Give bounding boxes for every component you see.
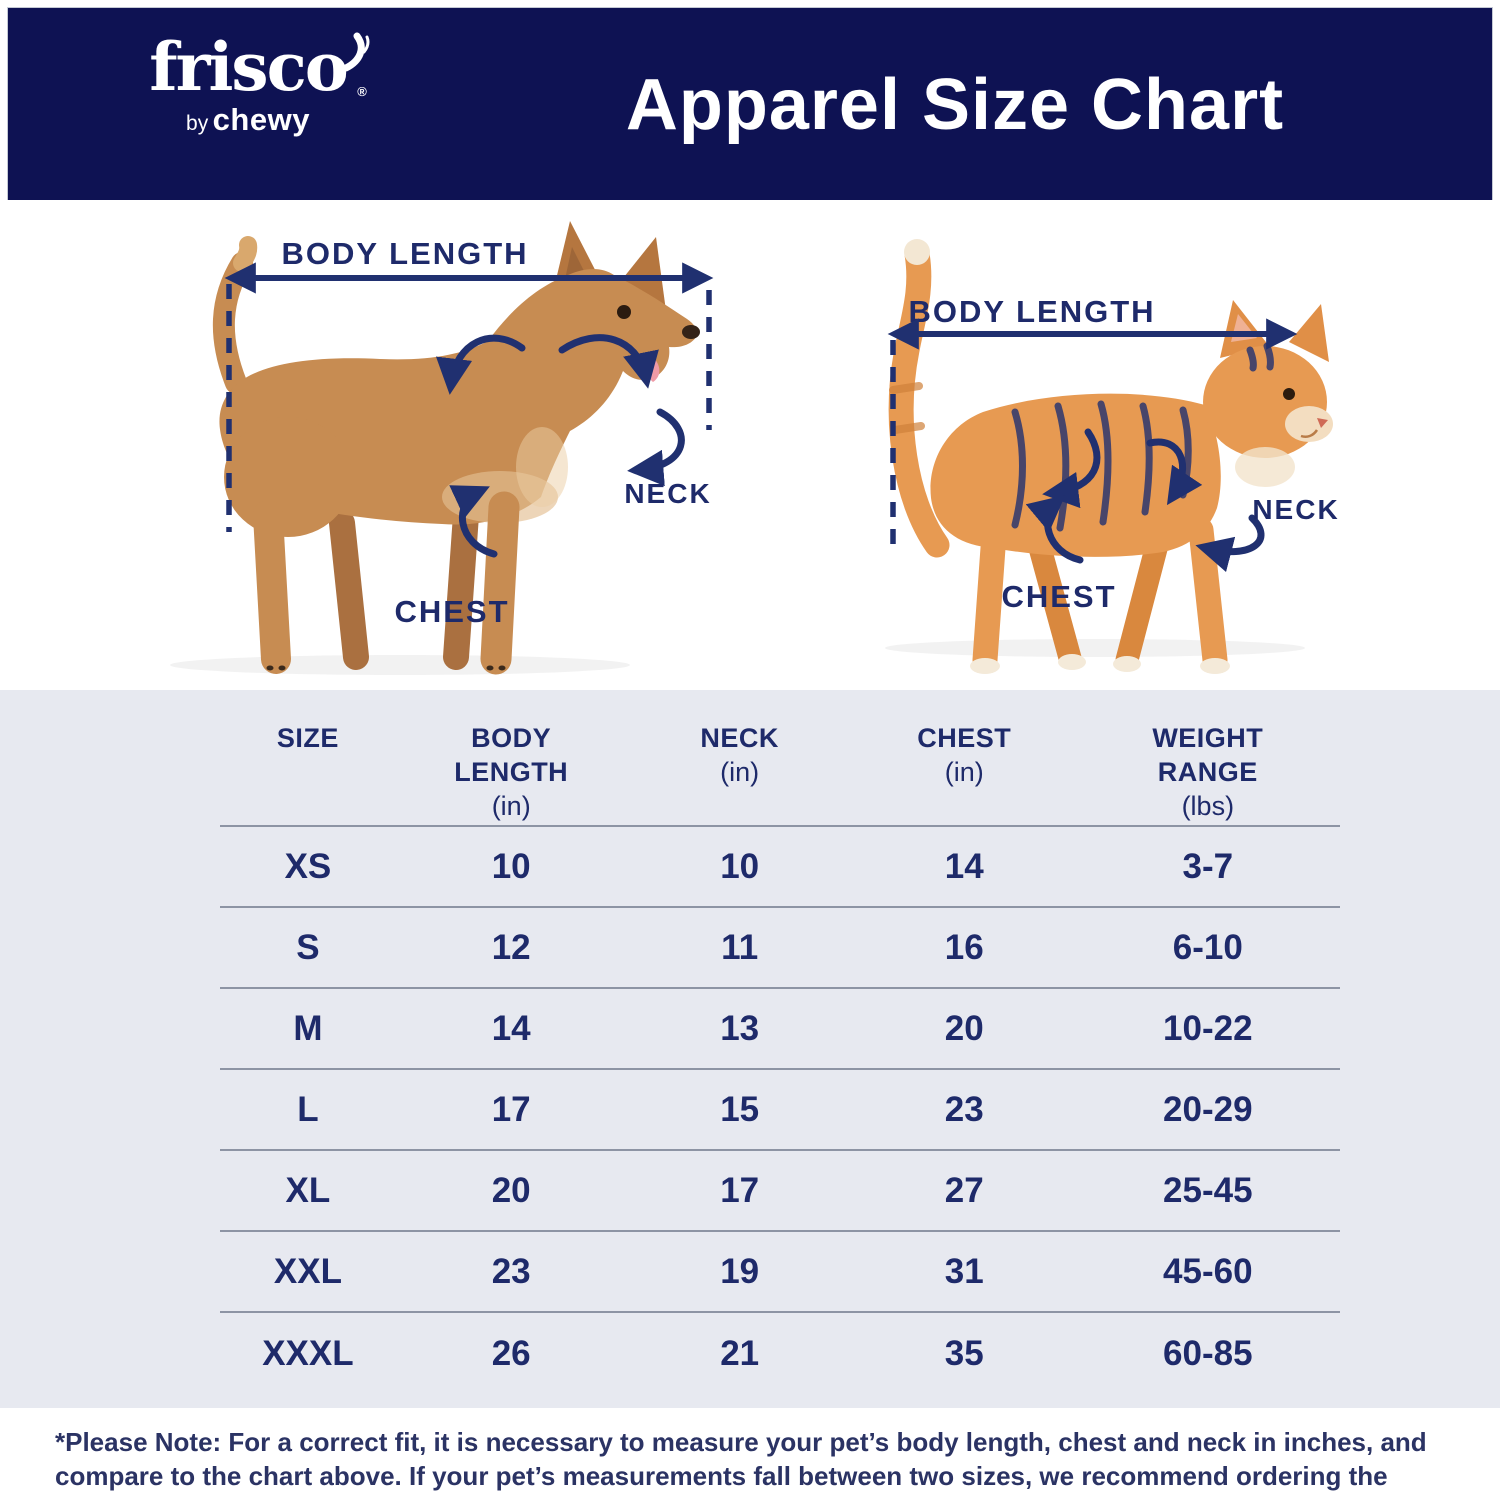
chewy-wordmark: chewy bbox=[212, 102, 310, 137]
cat-body-length-label: BODY LENGTH bbox=[908, 294, 1155, 329]
table-cell: 35 bbox=[944, 1333, 984, 1373]
cat-neck-arrow bbox=[1195, 514, 1265, 573]
table-cell: XXL bbox=[273, 1251, 342, 1291]
dog-chest-arrow bbox=[449, 485, 498, 558]
table-cell: 60-85 bbox=[1163, 1333, 1253, 1373]
cat-neck-label: NECK bbox=[1252, 494, 1339, 525]
table-cell: 14 bbox=[944, 846, 984, 886]
table-row: XL 20 17 27 25-45 bbox=[220, 1151, 1340, 1232]
table-cell: 16 bbox=[944, 927, 984, 967]
dog-annotations: BODY LENGTH NECK CHEST bbox=[224, 236, 714, 629]
table-row: XXXL 26 21 35 60-85 bbox=[220, 1313, 1340, 1394]
table-cell: 3-7 bbox=[1182, 846, 1234, 886]
table-cell: 14 bbox=[491, 1008, 531, 1048]
table-cell: 20-29 bbox=[1163, 1089, 1253, 1129]
size-table-section: SIZE BODY LENGTH (in) NECK (in) CHEST (i… bbox=[0, 690, 1500, 1408]
table-row: XXL 23 19 31 45-60 bbox=[220, 1232, 1340, 1313]
cat-eye bbox=[1283, 388, 1295, 400]
cat-ear bbox=[1289, 304, 1329, 362]
dog-body-length-label: BODY LENGTH bbox=[281, 236, 528, 271]
table-cell: 26 bbox=[491, 1333, 531, 1373]
frisco-wordmark: frisco ® bbox=[149, 32, 370, 100]
by-chewy-byline: by chewy bbox=[186, 102, 310, 137]
table-cell: 45-60 bbox=[1163, 1251, 1253, 1291]
dog-back-arrow bbox=[435, 334, 526, 395]
cat-chest-label: CHEST bbox=[1001, 579, 1116, 614]
table-cell: 23 bbox=[944, 1089, 984, 1129]
column-header-weight-range: WEIGHT RANGE (lbs) bbox=[1152, 723, 1264, 821]
frisco-logo: frisco ® by chewy bbox=[78, 32, 418, 137]
table-cell: L bbox=[297, 1089, 319, 1129]
cat-tail bbox=[888, 241, 950, 558]
footnote: *Please Note: For a correct fit, it is n… bbox=[55, 1427, 1427, 1500]
table-cell: 23 bbox=[491, 1251, 531, 1291]
table-cell: 17 bbox=[720, 1170, 760, 1210]
cat-annotations: BODY LENGTH NECK CHEST bbox=[887, 294, 1339, 614]
table-cell: 20 bbox=[491, 1170, 531, 1210]
table-cell: M bbox=[293, 1008, 323, 1048]
dog-neck-label: NECK bbox=[624, 478, 711, 509]
table-cell: 11 bbox=[721, 927, 759, 967]
cat-chest-arrow bbox=[1025, 494, 1084, 564]
dog-withers-arrow bbox=[558, 334, 659, 389]
column-header-neck: NECK (in) bbox=[700, 723, 779, 787]
table-cell: 31 bbox=[944, 1251, 984, 1291]
table-cell: XS bbox=[284, 846, 332, 886]
dog-neck-arrow bbox=[627, 408, 685, 487]
table-cell: 20 bbox=[944, 1008, 984, 1048]
registered-mark: ® bbox=[357, 84, 367, 99]
column-header-chest: CHEST (in) bbox=[917, 723, 1012, 787]
dog-illustration bbox=[170, 221, 700, 675]
dog-chest-label: CHEST bbox=[394, 594, 509, 629]
table-cell: XXXL bbox=[262, 1333, 354, 1373]
table-cell: 19 bbox=[720, 1251, 760, 1291]
table-cell: 25-45 bbox=[1163, 1170, 1253, 1210]
table-cell: 17 bbox=[491, 1089, 531, 1129]
table-cell: 10 bbox=[720, 846, 760, 886]
page-title: Apparel Size Chart bbox=[625, 65, 1285, 145]
table-cell: 10-22 bbox=[1163, 1008, 1253, 1048]
size-table: SIZE BODY LENGTH (in) NECK (in) CHEST (i… bbox=[220, 722, 1340, 1394]
header-banner: frisco ® by chewy Apparel Size Chart bbox=[7, 7, 1493, 203]
logo-tail-flourish-icon bbox=[342, 32, 370, 72]
table-cell: 27 bbox=[944, 1170, 984, 1210]
table-cell: 21 bbox=[720, 1333, 760, 1373]
table-row: XS 10 10 14 3-7 bbox=[220, 827, 1340, 908]
table-cell: XL bbox=[285, 1170, 331, 1210]
cat-nose bbox=[1317, 418, 1328, 428]
cat-shoulder-arrow bbox=[1146, 438, 1203, 506]
table-cell: 6-10 bbox=[1172, 927, 1243, 967]
table-cell: 12 bbox=[491, 927, 531, 967]
dog-eye bbox=[617, 305, 631, 319]
table-row: M 14 13 20 10-22 bbox=[220, 989, 1340, 1070]
table-cell: 10 bbox=[491, 846, 531, 886]
table-row: L 17 15 23 20-29 bbox=[220, 1070, 1340, 1151]
measurement-diagram: BODY LENGTH NECK CHEST BODY LENGTH NECK … bbox=[0, 200, 1500, 690]
dog-nose bbox=[682, 325, 700, 339]
table-header-row: SIZE BODY LENGTH (in) NECK (in) CHEST (i… bbox=[220, 722, 1340, 827]
frisco-brand-text: frisco bbox=[149, 28, 349, 106]
cat-back-arrow bbox=[1042, 428, 1101, 509]
column-header-body-length: BODY LENGTH (in) bbox=[454, 723, 569, 821]
table-row: S 12 11 16 6-10 bbox=[220, 908, 1340, 989]
table-cell: S bbox=[296, 927, 320, 967]
table-cell: 15 bbox=[720, 1089, 760, 1129]
cat-body bbox=[930, 393, 1221, 557]
table-cell: 13 bbox=[720, 1008, 760, 1048]
column-header-size: SIZE bbox=[276, 723, 339, 753]
